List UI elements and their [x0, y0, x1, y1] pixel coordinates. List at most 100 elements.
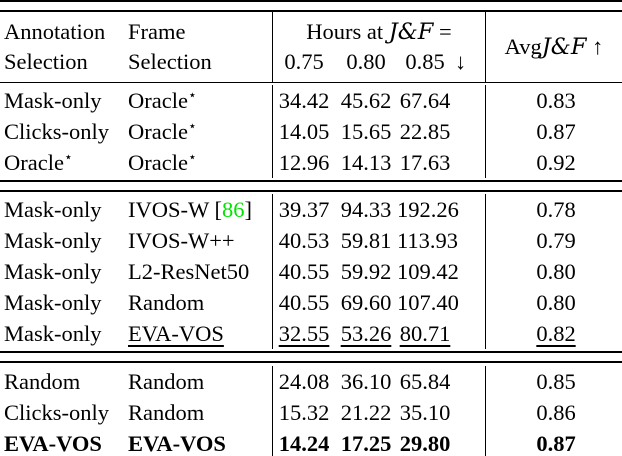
hours-085: 107.40	[397, 289, 459, 315]
avg-jf-value: 0.83	[536, 87, 576, 113]
avg-jf-value: 0.92	[536, 149, 576, 175]
hours-085: 35.10	[399, 399, 451, 425]
hours-cell: 15.32 21.22 35.10	[272, 397, 486, 428]
frame-label: Oracle	[128, 149, 188, 175]
table-row-eva-vos-underlined: Mask-only EVA-VOS 32.55 53.26 80.71 0.82	[0, 318, 622, 349]
header-frame-selection: Frame Selection	[124, 12, 272, 82]
annotation-cell: Mask-only	[0, 259, 124, 285]
block-frame-methods: Mask-only IVOS-W [86] 39.37 94.33 192.26 0…	[0, 192, 622, 351]
annotation-cell: Mask-only	[0, 228, 124, 254]
hours-080: 53.26	[340, 320, 392, 346]
hours-cell: 40.55 69.60 107.40	[272, 287, 486, 318]
header-frame-line1: Frame	[128, 19, 186, 44]
hours-085: 17.63	[399, 149, 451, 175]
header-rule	[0, 82, 622, 83]
hours-085: 67.64	[399, 87, 451, 113]
header-avg-jf: Avg J&F ↑	[486, 12, 622, 82]
frame-label: IVOS-W	[128, 196, 209, 222]
annotation-label: Clicks-only	[4, 118, 109, 144]
header-hours-title: Hours at J&F =	[273, 17, 485, 47]
annotation-cell: Oracle⋆	[0, 150, 124, 176]
hours-cell: 14.05 15.65 22.85	[272, 116, 486, 147]
star-icon: ⋆	[187, 87, 197, 103]
jf-symbol: J&F	[388, 19, 434, 45]
annotation-cell: Clicks-only	[0, 119, 124, 145]
hours-cell: 40.53 59.81 113.93	[272, 225, 486, 256]
hours-075: 14.05	[278, 118, 330, 144]
jf-symbol: J&F	[541, 34, 587, 60]
hours-080: 45.62	[340, 87, 392, 113]
down-arrow-icon: ↓	[455, 49, 467, 74]
header-annotation-line1: Annotation	[4, 19, 106, 44]
hours-075: 39.37	[278, 196, 330, 222]
hours-cell: 40.55 59.92 109.42	[272, 256, 486, 287]
hours-080: 21.22	[340, 399, 392, 425]
hours-075: 12.96	[278, 149, 330, 175]
hours-cell: 39.37 94.33 192.26	[272, 194, 486, 225]
annotation-cell: Clicks-only	[0, 400, 124, 426]
annotation-label: Mask-only	[4, 196, 102, 222]
hours-080: 59.81	[340, 227, 392, 253]
threshold-075: 0.75	[284, 49, 324, 74]
annotation-label: Mask-only	[4, 258, 102, 284]
block-annotation-methods: Random Random 24.08 36.10 65.84 0.85 Click…	[0, 363, 622, 456]
avg-jf-value: 0.79	[536, 227, 576, 253]
table-row: Mask-only L2-ResNet50 40.55 59.92 109.42 0…	[0, 256, 622, 287]
citation-link[interactable]: 86	[221, 196, 245, 222]
frame-cell: IVOS-W++	[124, 228, 272, 254]
frame-label: Oracle	[128, 118, 188, 144]
frame-cell: L2-ResNet50	[124, 259, 272, 285]
avg-jf-number: 0.82	[536, 320, 576, 346]
hours-085: 109.42	[397, 258, 459, 284]
header-hours-group: Hours at J&F = 0.75 0.80 0.85 ↓	[272, 12, 486, 82]
frame-label: EVA-VOS	[128, 430, 226, 456]
table-row: Clicks-only Random 15.32 21.22 35.10 0.86	[0, 397, 622, 428]
hours-080: 36.10	[340, 368, 392, 394]
frame-label: IVOS-W++	[128, 227, 235, 253]
frame-cell: Oracle⋆	[124, 88, 272, 114]
annotation-cell: EVA-VOS	[0, 431, 124, 456]
frame-label: EVA-VOS	[128, 320, 224, 346]
frame-cell: Oracle⋆	[124, 150, 272, 176]
avg-jf-value: 0.80	[536, 289, 576, 315]
table-header: Annotation Selection Frame Selection Hou…	[0, 12, 622, 82]
annotation-label: EVA-VOS	[4, 430, 102, 456]
annotation-cell: Mask-only	[0, 88, 124, 114]
block-oracle: Mask-only Oracle⋆ 34.42 45.62 67.64 0.83 C…	[0, 83, 622, 180]
header-annotation-selection: Annotation Selection	[0, 12, 124, 82]
hours-075: 40.55	[278, 289, 330, 315]
frame-label: Random	[128, 289, 205, 315]
table-row-eva-vos-best: EVA-VOS EVA-VOS 14.24 17.25 29.80 0.87	[0, 428, 622, 456]
frame-cell: IVOS-W [86]	[124, 197, 272, 223]
hours-080: 69.60	[340, 289, 392, 315]
frame-cell: Random	[124, 400, 272, 426]
annotation-label: Mask-only	[4, 87, 102, 113]
avg-jf-value: 0.78	[536, 196, 576, 222]
table-row: Clicks-only Oracle⋆ 14.05 15.65 22.85 0.87	[0, 116, 622, 147]
hours-title-suffix: =	[433, 19, 452, 44]
frame-label: Random	[128, 368, 205, 394]
frame-label: L2-ResNet50	[128, 258, 250, 284]
annotation-cell: Mask-only	[0, 197, 124, 223]
annotation-cell: Random	[0, 369, 124, 395]
hours-cell: 32.55 53.26 80.71	[272, 318, 486, 349]
citation-bracket: ]	[244, 196, 252, 222]
avg-jf-value: 0.87	[536, 118, 576, 144]
annotation-cell: Mask-only	[0, 290, 124, 316]
annotation-label: Mask-only	[4, 320, 102, 346]
frame-cell: EVA-VOS	[124, 431, 272, 456]
hours-cell: 34.42 45.62 67.64	[272, 85, 486, 116]
hours-085: 22.85	[399, 118, 451, 144]
star-icon: ⋆	[187, 149, 197, 165]
hours-080: 15.65	[340, 118, 392, 144]
hours-075: 34.42	[278, 87, 330, 113]
hours-080: 14.13	[340, 149, 392, 175]
annotation-label: Oracle	[4, 149, 64, 175]
hours-075: 40.55	[278, 258, 330, 284]
star-icon: ⋆	[187, 118, 197, 134]
hours-085: 113.93	[397, 227, 459, 253]
hours-080: 94.33	[340, 196, 392, 222]
star-icon: ⋆	[63, 149, 73, 165]
table-row: Mask-only Oracle⋆ 34.42 45.62 67.64 0.83	[0, 85, 622, 116]
up-arrow-icon: ↑	[592, 34, 604, 59]
